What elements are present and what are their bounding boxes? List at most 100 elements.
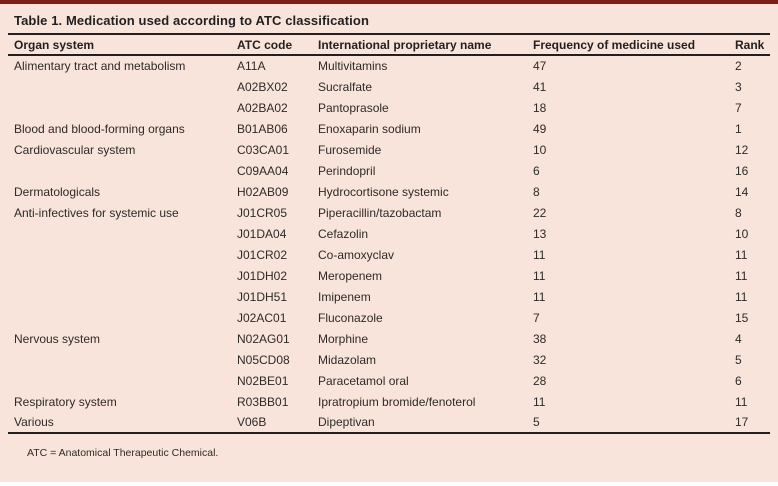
cell-organ-system: Dermatologicals [14, 184, 101, 199]
cell-atc-code: J01DH02 [237, 268, 288, 283]
table-row: Nervous system N02AG01 Morphine 38 4 [8, 328, 770, 349]
cell-frequency: 5 [533, 412, 735, 434]
cell-frequency: 11 [533, 289, 546, 304]
cell-organ-system [8, 265, 237, 286]
cell-organ-system [8, 76, 237, 97]
cell-frequency: 11 [533, 394, 546, 409]
cell-proprietary-name: Midazolam [318, 352, 377, 367]
cell-atc-code: V06B [237, 412, 318, 434]
table-row: Blood and blood-forming organs B01AB06 E… [8, 118, 770, 139]
cell-frequency: 22 [533, 205, 547, 220]
cell-proprietary-name: Enoxaparin sodium [318, 121, 421, 136]
cell-organ-system: Various [8, 412, 237, 434]
cell-frequency: 28 [533, 373, 547, 388]
cell-organ-system [8, 370, 237, 391]
table-container: Table 1. Medication used according to AT… [8, 4, 770, 459]
cell-frequency: 13 [533, 226, 547, 241]
cell-atc-code: J01CR02 [237, 247, 288, 262]
cell-proprietary-name: Piperacillin/tazobactam [318, 205, 442, 220]
cell-proprietary-name: Meropenem [318, 268, 383, 283]
table-row: J01CR02 Co-amoxyclav 11 11 [8, 244, 770, 265]
cell-atc-code: J01DA04 [237, 226, 287, 241]
cell-atc-code: J01CR05 [237, 205, 288, 220]
cell-organ-system: Respiratory system [14, 394, 117, 409]
cell-rank: 14 [735, 184, 749, 199]
cell-atc-code: A02BA02 [237, 100, 288, 115]
table-row: A02BX02 Sucralfate 41 3 [8, 76, 770, 97]
cell-rank: 6 [735, 373, 742, 388]
cell-proprietary-name: Imipenem [318, 289, 371, 304]
medication-table: Organ system ATC code International prop… [8, 35, 770, 434]
table-row: N02BE01 Paracetamol oral 28 6 [8, 370, 770, 391]
cell-organ-system [8, 307, 237, 328]
cell-rank: 10 [735, 226, 749, 241]
cell-proprietary-name: Ipratropium bromide/fenoterol [318, 394, 476, 409]
cell-proprietary-name: Morphine [318, 331, 369, 346]
cell-organ-system: Anti-infectives for systemic use [14, 205, 179, 220]
table-title: Table 1. Medication used according to AT… [8, 4, 770, 35]
cell-rank: 11 [735, 247, 748, 262]
cell-rank: 15 [735, 310, 749, 325]
cell-atc-code: A02BX02 [237, 79, 288, 94]
cell-frequency: 8 [533, 184, 540, 199]
cell-atc-code: A11A [237, 59, 266, 73]
cell-proprietary-name: Co-amoxyclav [318, 247, 395, 262]
column-header-proprietary-name: International proprietary name [318, 35, 533, 56]
cell-rank: 11 [735, 394, 748, 409]
cell-proprietary-name: Fluconazole [318, 310, 383, 325]
cell-atc-code: R03BB01 [237, 394, 289, 409]
cell-organ-system: Cardiovascular system [14, 142, 136, 157]
cell-rank: 17 [735, 412, 770, 434]
cell-proprietary-name: Pantoprasole [318, 100, 389, 115]
cell-frequency: 6 [533, 163, 540, 178]
table-row: J01DH51 Imipenem 11 11 [8, 286, 770, 307]
cell-organ-system: Blood and blood-forming organs [14, 121, 185, 136]
cell-rank: 8 [735, 205, 742, 220]
cell-proprietary-name: Hydrocortisone systemic [318, 184, 449, 199]
cell-organ-system [8, 349, 237, 370]
cell-frequency: 7 [533, 310, 540, 325]
table-row: Alimentary tract and metabolism A11A Mul… [8, 55, 770, 76]
cell-rank: 2 [735, 59, 742, 73]
cell-organ-system [8, 160, 237, 181]
cell-frequency: 38 [533, 331, 547, 346]
column-header-rank: Rank [735, 35, 770, 56]
cell-proprietary-name: Furosemide [318, 142, 382, 157]
cell-proprietary-name: Paracetamol oral [318, 373, 409, 388]
cell-rank: 7 [735, 100, 742, 115]
cell-rank: 1 [735, 121, 742, 136]
column-header-organ-system: Organ system [8, 35, 237, 56]
cell-organ-system [8, 223, 237, 244]
table-row: J01DH02 Meropenem 11 11 [8, 265, 770, 286]
cell-atc-code: N02AG01 [237, 331, 290, 346]
table-row: Anti-infectives for systemic use J01CR05… [8, 202, 770, 223]
cell-rank: 11 [735, 268, 748, 283]
cell-rank: 3 [735, 79, 742, 94]
top-rule [0, 0, 778, 4]
table-row: Respiratory system R03BB01 Ipratropium b… [8, 391, 770, 412]
cell-organ-system [8, 286, 237, 307]
table-row: A02BA02 Pantoprasole 18 7 [8, 97, 770, 118]
table-row: J01DA04 Cefazolin 13 10 [8, 223, 770, 244]
column-header-frequency: Frequency of medicine used [533, 35, 735, 56]
cell-frequency: 32 [533, 352, 547, 367]
cell-frequency: 47 [533, 59, 547, 73]
cell-rank: 12 [735, 142, 749, 157]
cell-frequency: 49 [533, 121, 547, 136]
cell-atc-code: N02BE01 [237, 373, 289, 388]
table-row: C09AA04 Perindopril 6 16 [8, 160, 770, 181]
cell-atc-code: J02AC01 [237, 310, 287, 325]
cell-frequency: 41 [533, 79, 547, 94]
table-row: Various V06B Dipeptivan 5 17 [8, 412, 770, 434]
header-row: Organ system ATC code International prop… [8, 35, 770, 56]
table-row: N05CD08 Midazolam 32 5 [8, 349, 770, 370]
cell-atc-code: B01AB06 [237, 121, 288, 136]
cell-frequency: 18 [533, 100, 547, 115]
cell-proprietary-name: Cefazolin [318, 226, 369, 241]
cell-frequency: 10 [533, 142, 547, 157]
table-row: Dermatologicals H02AB09 Hydrocortisone s… [8, 181, 770, 202]
cell-atc-code: H02AB09 [237, 184, 289, 199]
cell-proprietary-name: Perindopril [318, 163, 376, 178]
cell-organ-system: Alimentary tract and metabolism [14, 59, 186, 73]
